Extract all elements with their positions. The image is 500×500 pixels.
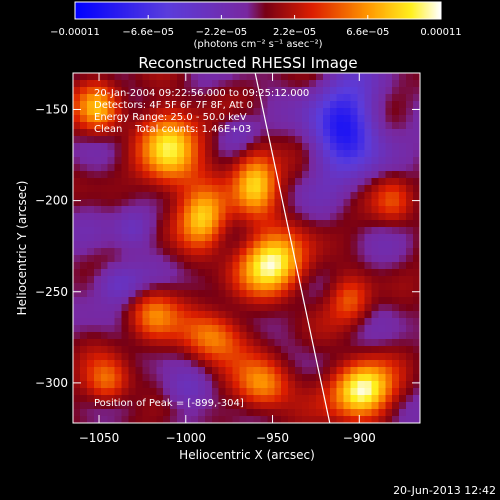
colorbar-ticks: −0.00011 −6.6e−05 −2.2e−05 2.2e−05 6.6e−05 0.… bbox=[50, 15, 462, 38]
colorbar-tick-label: 6.6e−05 bbox=[346, 27, 389, 38]
y-axis-label: Heliocentric Y (arcsec) bbox=[15, 181, 29, 316]
peak-position-label: Position of Peak = [-899,-304] bbox=[94, 398, 244, 409]
y-tick-label: −150 bbox=[35, 102, 68, 116]
solar-limb-line bbox=[254, 73, 331, 423]
colorbar: −0.00011 −6.6e−05 −2.2e−05 2.2e−05 6.6e−05 0.… bbox=[50, 1, 462, 50]
x-tick-label: −1000 bbox=[165, 431, 206, 445]
info-time-range: 20-Jan-2004 09:22:56.000 to 09:25:12.000 bbox=[94, 88, 309, 99]
x-tick-label: −950 bbox=[256, 431, 289, 445]
x-axis-ticks: −1050 −1000 −950 −900 bbox=[79, 73, 376, 445]
info-detectors: Detectors: 4F 5F 6F 7F 8F, Att 0 bbox=[94, 100, 253, 111]
colorbar-tick-label: −2.2e−05 bbox=[196, 27, 248, 38]
heatmap-image bbox=[73, 73, 420, 423]
footer-date: 20-Jun-2013 12:42 bbox=[393, 484, 496, 497]
x-tick-label: −1050 bbox=[79, 431, 120, 445]
x-tick-label: −900 bbox=[343, 431, 376, 445]
y-tick-label: −300 bbox=[35, 376, 68, 390]
colorbar-tick-label: −0.00011 bbox=[50, 27, 100, 38]
colorbar-tick-label: 0.00011 bbox=[420, 27, 461, 38]
chart-title: Reconstructed RHESSI Image bbox=[138, 54, 357, 72]
y-tick-label: −200 bbox=[35, 194, 68, 208]
colorbar-unit-label: (photons cm⁻² s⁻¹ asec⁻²) bbox=[193, 39, 322, 50]
colorbar-tick-label: 2.2e−05 bbox=[273, 27, 316, 38]
info-clean-counts: Clean Total counts: 1.46E+03 bbox=[94, 124, 251, 135]
info-block: 20-Jan-2004 09:22:56.000 to 09:25:12.000… bbox=[94, 88, 309, 135]
y-axis-ticks: −150 −200 −250 −300 bbox=[35, 102, 420, 390]
x-axis-label: Heliocentric X (arcsec) bbox=[179, 448, 315, 462]
colorbar-frame bbox=[74, 1, 442, 20]
colorbar-tick-label: −6.6e−05 bbox=[122, 27, 174, 38]
colorbar-gradient bbox=[75, 2, 441, 19]
y-tick-label: −250 bbox=[35, 285, 68, 299]
info-energy-range: Energy Range: 25.0 - 50.0 keV bbox=[94, 112, 247, 123]
plot-frame bbox=[72, 72, 421, 424]
